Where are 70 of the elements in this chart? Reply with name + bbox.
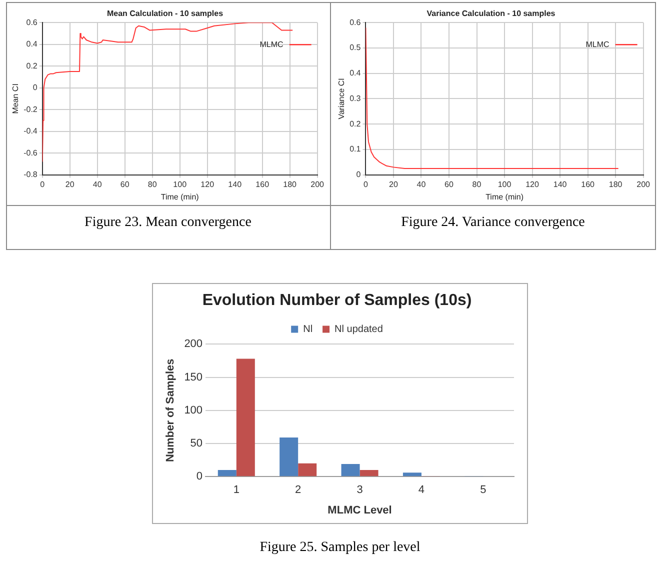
y-tick-label: 0.6: [350, 18, 362, 27]
y-axis-title: Number of Samples: [164, 358, 177, 462]
y-tick-label: 0: [196, 470, 203, 483]
y-tick-label: 0.4: [350, 68, 362, 78]
legend-label: Nl updated: [334, 324, 383, 335]
chart-title: Mean Calculation - 10 samples: [106, 9, 224, 18]
x-tick-label: 120: [526, 180, 540, 189]
x-tick-label: 140: [553, 180, 568, 189]
bar: [280, 438, 298, 476]
x-tick-label: 5: [480, 484, 486, 496]
y-tick-label: 0: [32, 83, 38, 92]
x-tick-label: 200: [636, 180, 651, 189]
y-tick-label: -0.6: [24, 148, 38, 158]
x-tick-label: 120: [200, 180, 215, 189]
x-tick-label: 20: [65, 180, 75, 189]
x-tick-label: 200: [310, 180, 325, 189]
y-tick-label: 150: [184, 371, 203, 384]
y-tick-label: 0.4: [26, 40, 38, 49]
x-tick-label: 140: [228, 180, 242, 189]
x-tick-label: 0: [40, 180, 46, 189]
legend-label: Nl: [303, 324, 313, 335]
y-axis-title: Mean CI: [11, 84, 20, 114]
bar: [341, 464, 360, 476]
x-tick-label: 60: [120, 180, 130, 189]
x-tick-label: 160: [256, 180, 270, 189]
x-tick-label: 80: [148, 180, 158, 189]
y-tick-label: 0.1: [350, 144, 362, 154]
chart-title: Evolution Number of Samples (10s): [202, 292, 472, 310]
legend-label: MLMC: [260, 40, 284, 49]
bar: [236, 358, 255, 476]
caption: Figure 25. Samples per level: [258, 540, 422, 556]
x-tick-label: 160: [581, 180, 596, 189]
y-tick-label: 0.2: [350, 119, 362, 128]
x-tick-label: 20: [389, 180, 398, 189]
x-tick-label: 180: [608, 180, 623, 189]
caption: Figure 24. Variance convergence: [400, 215, 586, 231]
x-tick-label: 4: [418, 484, 425, 496]
x-tick-label: 3: [356, 484, 363, 496]
bar: [218, 470, 236, 476]
y-tick-label: -0.4: [24, 126, 38, 136]
x-tick-label: 40: [416, 180, 426, 189]
y-tick-label: 0.5: [350, 43, 362, 52]
bar: [360, 470, 378, 476]
x-tick-label: 180: [283, 180, 298, 189]
y-tick-label: -0.2: [24, 104, 38, 114]
x-tick-label: 100: [498, 180, 512, 189]
y-tick-label: 100: [184, 404, 203, 416]
x-axis-title: Time (min): [486, 192, 524, 202]
bar: [402, 472, 422, 476]
x-axis-title: Time (min): [160, 192, 200, 202]
x-axis-title: MLMC Level: [328, 504, 392, 516]
y-tick-label: 200: [184, 338, 203, 350]
x-tick-label: 60: [444, 180, 454, 189]
legend-label: MLMC: [586, 40, 610, 49]
y-axis-title: Variance CI: [337, 78, 346, 120]
x-tick-label: 100: [173, 180, 188, 189]
x-tick-label: 1: [233, 484, 240, 496]
bar: [298, 463, 317, 476]
x-tick-label: 2: [295, 484, 302, 496]
x-tick-label: 80: [472, 180, 482, 189]
y-tick-label: 0.2: [26, 61, 38, 70]
y-tick-label: 0.6: [26, 18, 38, 27]
x-tick-label: 40: [92, 180, 102, 189]
x-tick-label: 0: [363, 180, 368, 189]
chart-title: Variance Calculation - 10 samples: [426, 9, 556, 18]
y-tick-label: 0: [356, 170, 362, 180]
y-tick-label: -0.8: [24, 170, 38, 180]
y-tick-label: 50: [190, 438, 203, 450]
y-tick-label: 0.3: [350, 94, 362, 103]
caption: Figure 23. Mean convergence: [84, 215, 252, 231]
